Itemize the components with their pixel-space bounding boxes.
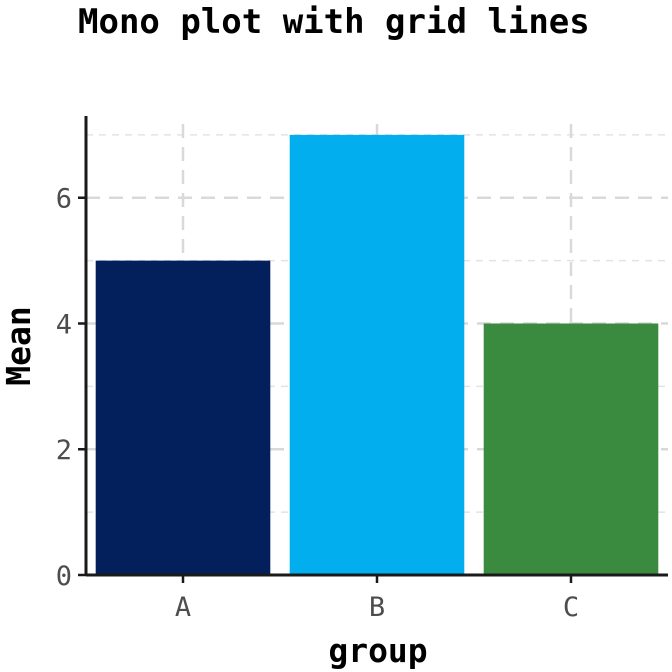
bar-A [95,260,271,575]
bar-C [483,323,659,575]
chart-title: Mono plot with grid lines [78,2,590,42]
x-tick-label: A [175,592,191,623]
x-tick-label: B [369,592,385,623]
bar-B [289,134,465,575]
x-tick-label: C [563,592,579,623]
labels-layer: 0 2 4 6 A B C [56,184,579,623]
y-tick-label: 6 [56,184,72,215]
y-tick-label: 4 [56,309,72,340]
bars-layer [95,134,659,575]
x-axis-title: group [328,631,427,670]
y-tick-label: 0 [56,561,72,592]
y-axis-title: Mean [0,306,38,385]
y-tick-label: 2 [56,435,72,466]
axes-layer [78,116,668,583]
